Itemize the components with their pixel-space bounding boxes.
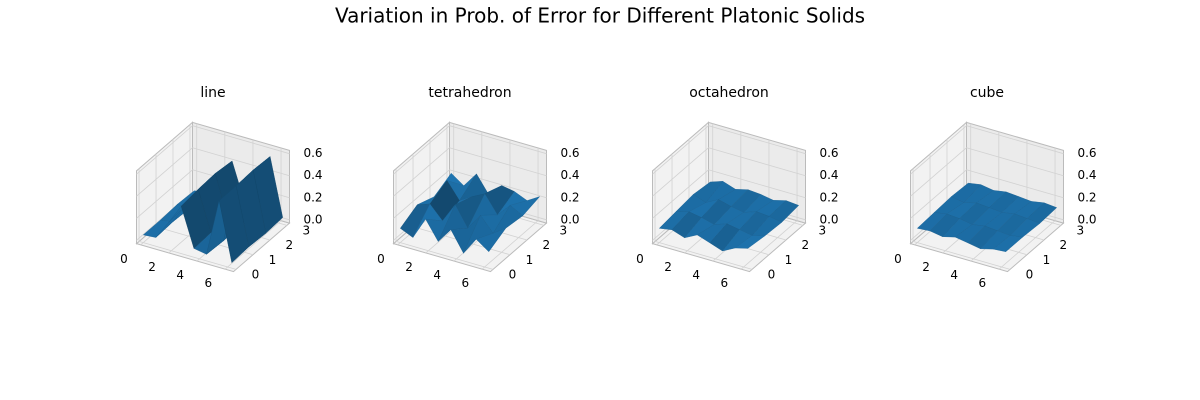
surface-patch (475, 227, 507, 253)
z-tick-label: 0.0 (303, 212, 322, 226)
y-grid-line (654, 241, 753, 270)
y-tick-label: 0 (1026, 268, 1034, 282)
x-grid-line (481, 220, 539, 270)
z-grid-line (393, 147, 450, 197)
z-grid-line (910, 169, 967, 219)
z-tick-label: 0.2 (303, 190, 322, 204)
z-grid-line (136, 147, 193, 197)
y-tick-label: 1 (1043, 253, 1051, 267)
z-grid-line (192, 125, 290, 155)
z-tick-label: 0.6 (560, 146, 579, 160)
x-tick-label: 6 (204, 276, 212, 290)
x-grid-line (740, 220, 798, 270)
y-tick-label: 0 (252, 268, 260, 282)
y-tick-label: 3 (819, 223, 827, 237)
x-tick-label: 2 (148, 260, 156, 274)
y-grid-line (395, 241, 494, 270)
x-tick-label: 4 (692, 268, 700, 282)
y-tick-label: 2 (286, 238, 294, 252)
y-tick-label: 2 (802, 238, 810, 252)
z-grid-line (449, 147, 547, 177)
subplot-title: line (200, 85, 225, 101)
z-tick-label: 0.6 (303, 146, 322, 160)
y-tick-label: 0 (768, 268, 776, 282)
y-tick-label: 2 (1060, 238, 1068, 252)
x-tick-label: 4 (176, 268, 184, 282)
z-tick-label: 0.2 (819, 190, 838, 204)
z-tick-label: 0.4 (560, 168, 579, 182)
figure-title: Variation in Prob. of Error for Differen… (335, 4, 865, 28)
z-tick-label: 0.0 (1077, 212, 1096, 226)
z-grid-line (136, 169, 193, 219)
y-tick-label: 1 (526, 253, 534, 267)
surface-patch (218, 185, 250, 264)
x-tick-label: 0 (894, 252, 902, 266)
subplot-title: cube (970, 85, 1004, 101)
z-grid-line (393, 169, 450, 219)
x-tick-label: 6 (461, 276, 469, 290)
z-grid-line (652, 125, 709, 175)
x-tick-label: 2 (664, 260, 672, 274)
subplot-title: tetrahedron (428, 85, 511, 101)
x-tick-label: 2 (922, 260, 930, 274)
x-tick-label: 0 (636, 252, 644, 266)
z-grid-line (708, 125, 806, 155)
x-tick-label: 0 (377, 252, 385, 266)
z-grid-line (652, 169, 709, 219)
z-grid-line (966, 147, 1064, 177)
y-tick-label: 3 (303, 223, 311, 237)
z-grid-line (136, 125, 193, 175)
y-tick-label: 1 (269, 253, 277, 267)
z-grid-line (708, 147, 806, 177)
z-tick-label: 0.6 (1077, 146, 1096, 160)
z-tick-label: 0.4 (303, 168, 322, 182)
surface-patch (992, 235, 1024, 252)
x-tick-label: 4 (950, 268, 958, 282)
z-grid-line (708, 169, 806, 199)
z-grid-line (449, 169, 547, 199)
z-grid-line (910, 147, 967, 197)
z-grid-line (966, 125, 1064, 155)
z-tick-label: 0.4 (1077, 168, 1096, 182)
y-grid-line (138, 241, 237, 270)
z-grid-line (910, 125, 967, 175)
surface-patch (180, 188, 212, 249)
z-grid-line (966, 169, 1064, 199)
y-tick-label: 3 (560, 223, 568, 237)
z-grid-line (652, 147, 709, 197)
z-tick-label: 0.2 (560, 190, 579, 204)
x-tick-label: 4 (433, 268, 441, 282)
x-grid-line (224, 220, 282, 270)
y-tick-label: 2 (543, 238, 551, 252)
z-tick-label: 0.6 (819, 146, 838, 160)
x-tick-label: 6 (720, 276, 728, 290)
y-tick-label: 3 (1077, 223, 1085, 237)
z-tick-label: 0.0 (560, 212, 579, 226)
z-grid-line (449, 125, 547, 155)
z-tick-label: 0.0 (819, 212, 838, 226)
z-tick-label: 0.2 (1077, 190, 1096, 204)
z-grid-line (393, 125, 450, 175)
x-tick-label: 0 (120, 252, 128, 266)
y-tick-label: 1 (785, 253, 793, 267)
subplot-title: octahedron (689, 85, 769, 101)
surface-patch (734, 235, 766, 249)
z-grid-line (192, 147, 290, 177)
y-tick-label: 0 (509, 268, 517, 282)
x-grid-line (998, 220, 1056, 270)
x-tick-label: 2 (405, 260, 413, 274)
x-tick-label: 6 (978, 276, 986, 290)
z-tick-label: 0.4 (819, 168, 838, 182)
y-grid-line (912, 241, 1011, 270)
